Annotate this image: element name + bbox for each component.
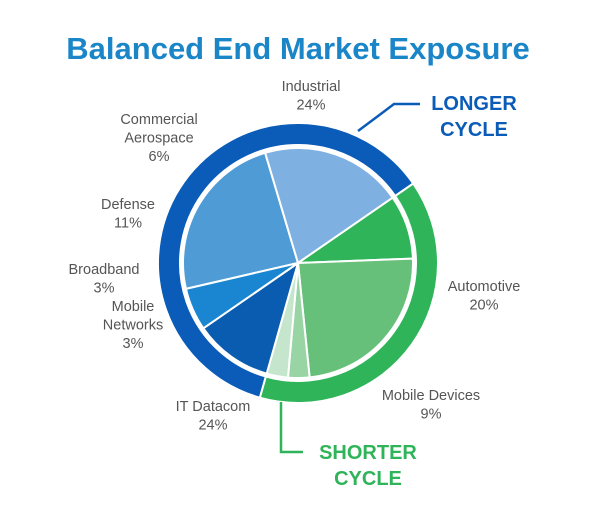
slice-label-line: Mobile [112, 299, 155, 315]
ring-shorter-cycle [258, 182, 439, 404]
slice-label-line: Defense [101, 197, 155, 213]
group-label-line: CYCLE [440, 119, 508, 141]
slice-commercial-aerospace [184, 262, 299, 330]
slice-label-line: Industrial [282, 79, 341, 95]
pie-slices [182, 147, 414, 379]
group-label-line: CYCLE [334, 468, 402, 490]
group-label-line: SHORTER [319, 442, 417, 464]
slice-label-line: Broadband [69, 262, 140, 278]
ring-longer-cycle [157, 122, 415, 399]
slice-defense [202, 262, 299, 375]
slice-value-automotive: 20% [469, 298, 498, 314]
slice-label-industrial: Industrial 24% [282, 79, 341, 114]
chart-title: Balanced End Market Exposure [66, 31, 529, 66]
slice-label-automotive: Automotive 20% [448, 279, 521, 314]
slice-label-line: Commercial [120, 112, 197, 128]
slice-value-broadband: 3% [94, 281, 115, 297]
leader-shorter-cycle [279, 402, 303, 454]
slice-label-line: Automotive [448, 279, 521, 295]
slice-label-it-datacom: IT Datacom 24% [176, 399, 251, 434]
slice-label-line: IT Datacom [176, 399, 251, 415]
group-label-shorter-cycle: SHORTER CYCLE [319, 442, 417, 490]
slice-value-commercial-aerospace: 6% [149, 149, 170, 165]
slice-automotive [264, 147, 394, 264]
slice-it-datacom [297, 257, 414, 379]
slice-label-defense: Defense 11% [101, 197, 155, 232]
leader-longer-cycle [357, 102, 420, 132]
slice-label-broadband: Broadband 3% [69, 262, 140, 297]
slice-industrial [182, 151, 299, 290]
group-label-longer-cycle: LONGER CYCLE [431, 93, 517, 141]
slice-value-mobile-devices: 9% [421, 407, 442, 423]
slice-value-industrial: 24% [296, 98, 325, 114]
group-leader-lines [279, 102, 420, 454]
slice-label-mobile-devices: Mobile Devices 9% [382, 388, 480, 423]
slice-value-mobile-networks: 3% [123, 336, 144, 352]
slice-label-line: Aerospace [124, 131, 193, 147]
group-labels: LONGER CYCLE SHORTER CYCLE [319, 93, 517, 490]
slice-value-defense: 11% [114, 216, 142, 232]
slice-labels: Industrial 24% Automotive 20% Mobile Devices… [69, 79, 521, 434]
cycle-rings [157, 122, 439, 404]
slice-label-mobile-networks: Mobile Networks 3% [103, 299, 163, 352]
slice-label-line: Networks [103, 318, 163, 334]
slice-label-commercial-aerospace: Commercial Aerospace 6% [120, 112, 197, 165]
group-label-line: LONGER [431, 93, 517, 115]
slice-value-it-datacom: 24% [198, 418, 227, 434]
slice-label-line: Mobile Devices [382, 388, 480, 404]
